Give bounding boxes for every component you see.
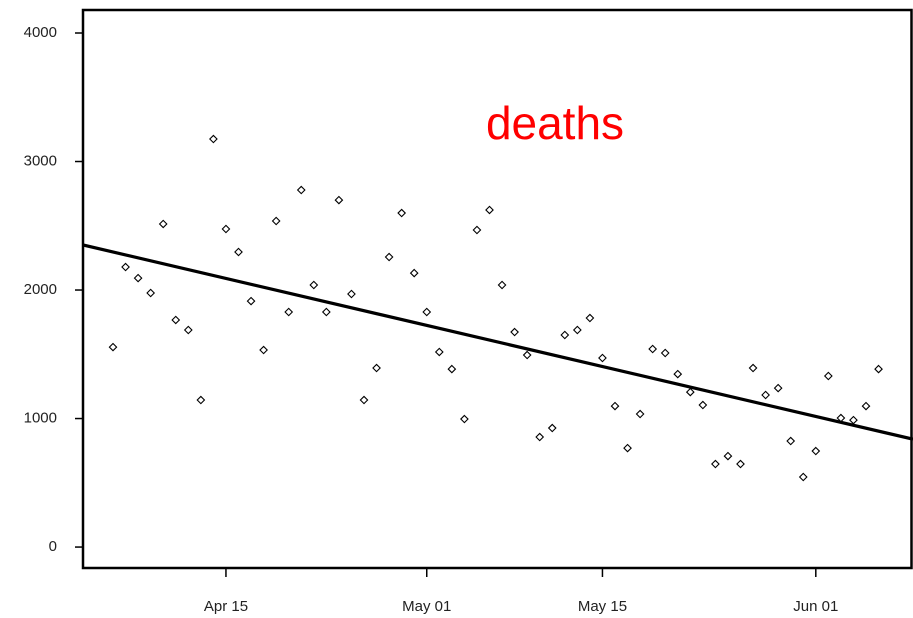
data-point [535,432,545,442]
data-point [284,307,294,317]
data-point [384,252,394,262]
x-tick-label: Apr 15 [204,598,248,615]
x-tick-label: May 01 [402,598,451,615]
data-point [823,371,833,381]
data-point [434,347,444,357]
data-point [209,134,218,144]
x-tick-label: May 15 [578,598,627,615]
data-point [359,395,369,405]
data-point [196,395,206,405]
data-point [422,307,432,317]
data-point [874,364,883,374]
data-point [786,436,796,446]
data-point [547,423,557,433]
data-point [397,208,407,218]
data-point [572,325,582,335]
data-point [121,262,130,272]
data-point [723,451,733,461]
data-point [648,344,658,354]
data-point [610,401,620,411]
data-point [685,387,695,397]
y-tick-label: 4000 [24,24,57,41]
y-tick-label: 1000 [24,410,57,427]
data-point [296,185,306,195]
y-tick-label: 3000 [24,152,57,169]
data-point [472,225,482,235]
data-point [660,348,670,358]
trend-line [83,243,913,441]
data-point [497,280,507,290]
data-point [309,280,319,290]
data-point [259,345,268,355]
data-point [271,216,281,226]
data-point [585,313,595,323]
data-point [146,288,156,298]
data-point [698,400,708,410]
x-tick-label: Jun 01 [793,598,838,615]
data-point [246,296,256,306]
data-point [761,390,770,400]
data-point [623,443,632,453]
data-point [485,205,494,215]
data-point [849,415,858,425]
data-point [321,307,331,317]
data-point [635,409,645,419]
data-point [409,268,419,278]
data-point [522,350,532,360]
data-point [773,383,783,393]
data-point [171,315,181,325]
data-point [447,364,457,374]
data-point [836,413,846,423]
data-point [234,247,243,257]
annotation: deaths [486,97,624,149]
data-point [347,289,356,299]
data-point [108,342,118,352]
data-point [133,273,143,283]
data-point [861,401,871,411]
data-point [560,330,570,340]
data-point [221,224,231,234]
data-point [673,369,683,379]
y-tick-label: 2000 [24,281,57,298]
plot-frame [81,8,913,570]
data-point [748,363,758,373]
data-point [510,327,519,337]
data-point [736,459,745,469]
data-point [798,472,808,482]
data-point [183,325,193,335]
data-point [334,195,344,205]
data-point [811,446,821,456]
data-point [158,219,168,229]
data-point [460,414,469,424]
data-point [711,459,720,469]
data-point [372,363,381,373]
data-point [598,353,607,363]
y-tick-label: 0 [49,538,57,555]
